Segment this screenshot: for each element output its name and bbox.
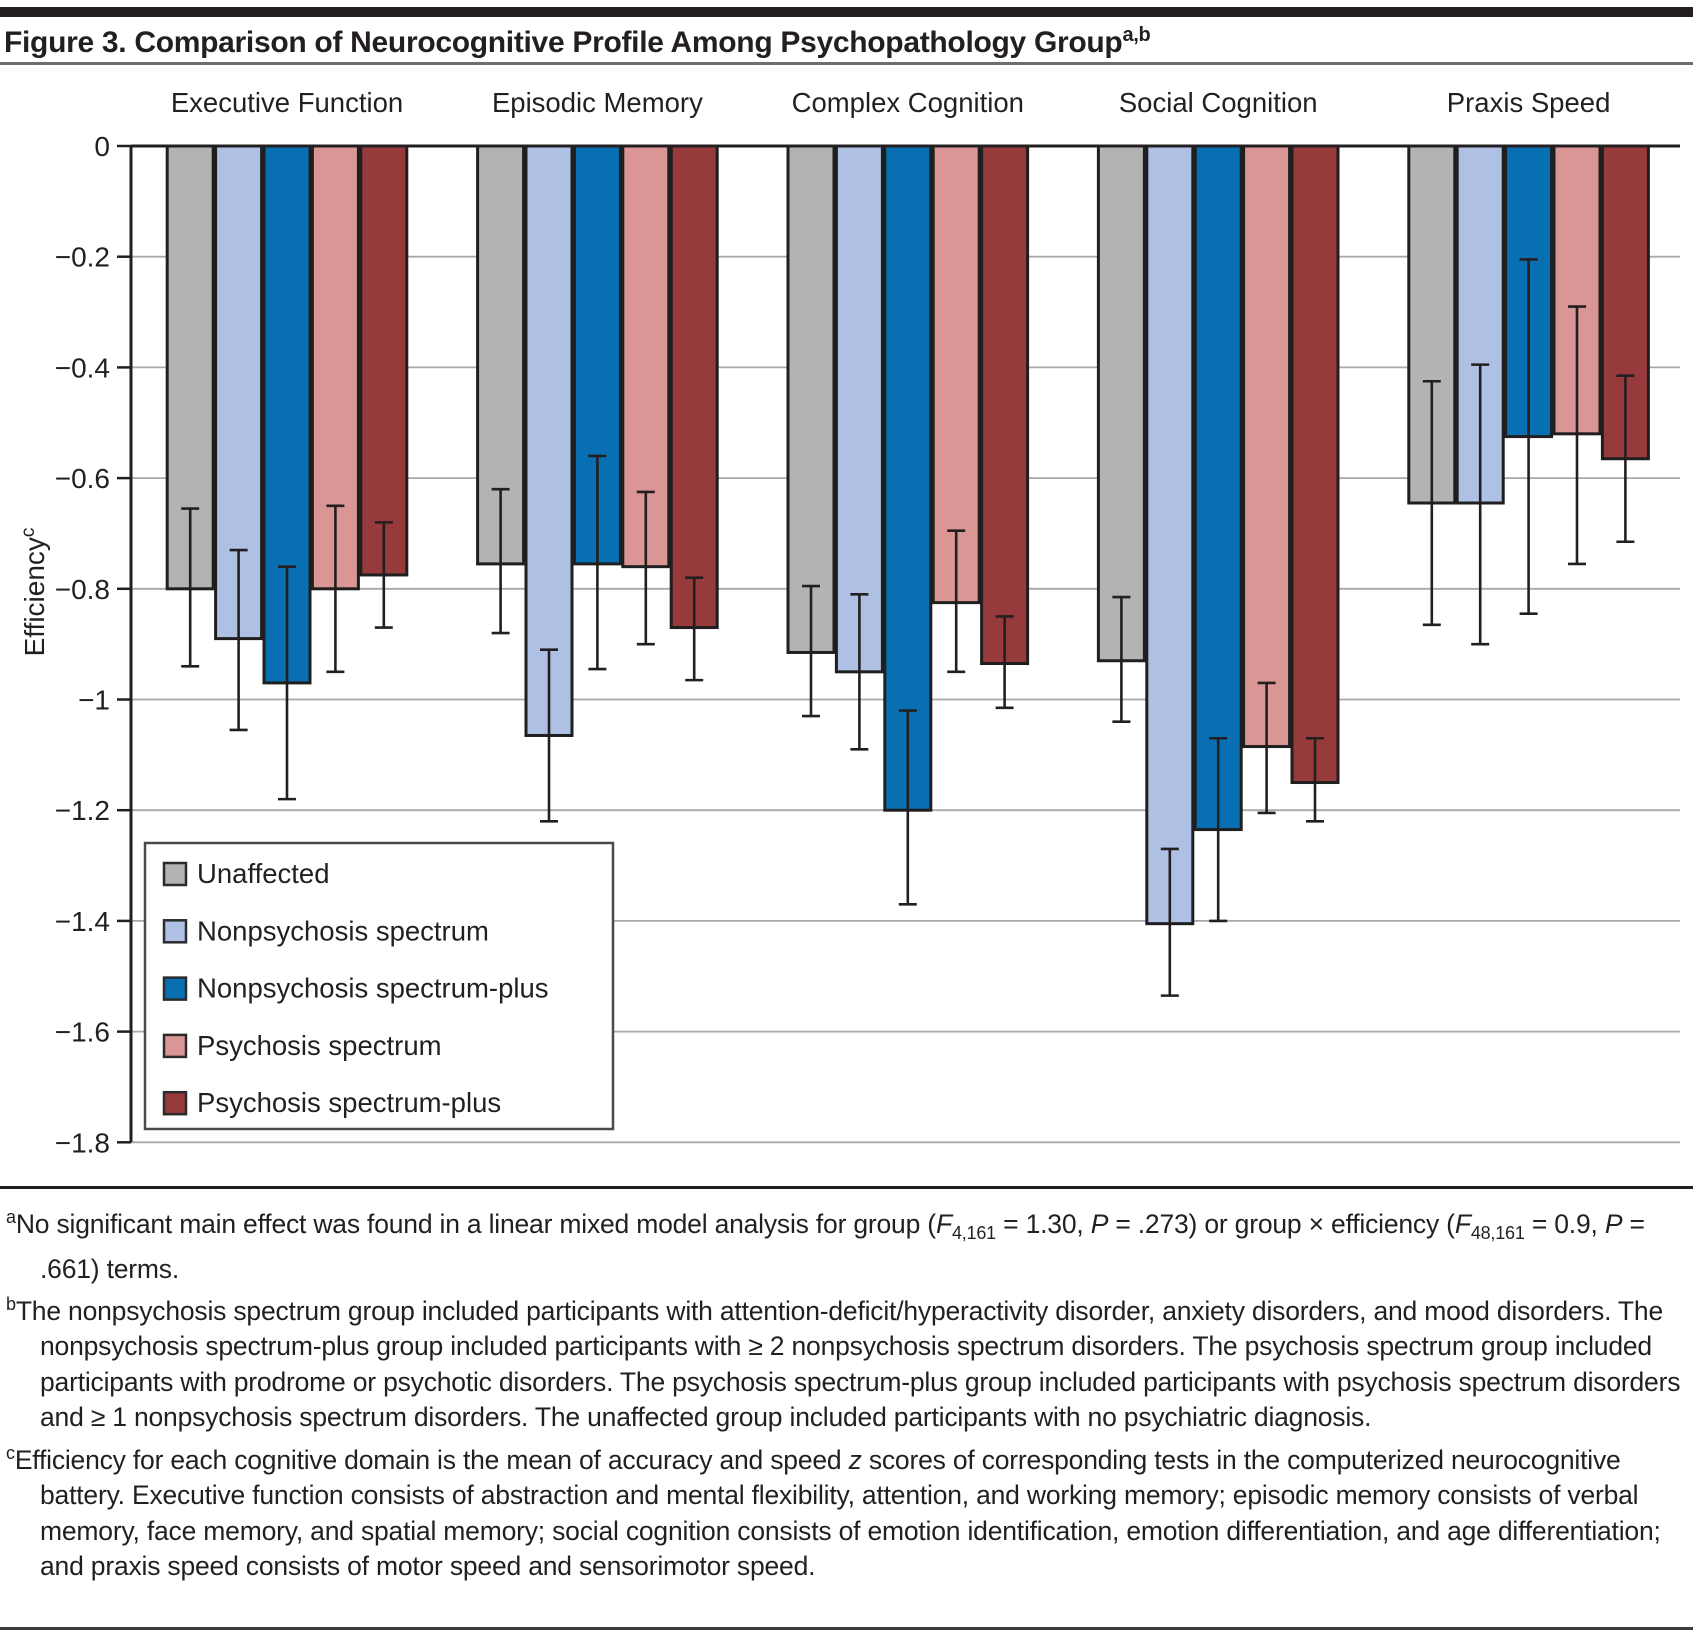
footnote-text: scores of corresponding tests in the com…: [40, 1444, 1661, 1582]
footnote-text: = 1.30,: [995, 1208, 1091, 1239]
legend-box: [143, 841, 615, 1131]
legend-swatch: [162, 1090, 188, 1116]
bar: [931, 144, 981, 605]
bar: [1290, 144, 1340, 785]
footnote-text: z: [848, 1444, 862, 1475]
bar: [524, 144, 574, 737]
footnote-text: P: [1090, 1208, 1109, 1239]
bar: [980, 144, 1030, 666]
bar: [786, 144, 836, 654]
footnote-separator-rule: [0, 1186, 1693, 1189]
category-label: Social Cognition: [1119, 87, 1318, 118]
bar: [1242, 144, 1292, 749]
bar: [1145, 144, 1195, 926]
footnote-text: Efficiency for each cognitive domain is …: [14, 1444, 849, 1475]
footnote-text: 4,161: [951, 1223, 996, 1244]
category-label: Executive Function: [171, 87, 403, 118]
footnote-marker: a: [6, 1207, 16, 1227]
figure-title: Figure 3. Comparison of Neurocognitive P…: [4, 24, 1689, 60]
footnote-text: = 0.9,: [1524, 1208, 1605, 1239]
y-tick-label: −1.8: [55, 1127, 110, 1158]
footnote-text: P: [1604, 1208, 1623, 1239]
y-tick-label: −0.2: [55, 242, 110, 273]
legend-swatch: [162, 861, 188, 887]
y-tick-label: −1.2: [55, 795, 110, 826]
category-label: Praxis Speed: [1447, 87, 1611, 118]
footnote-text: F: [935, 1208, 952, 1239]
y-tick-label: 0: [94, 131, 110, 162]
figure-title-superscript: a,b: [1122, 24, 1151, 46]
legend-swatch: [162, 919, 188, 944]
legend-label: Nonpsychosis spectrum: [197, 915, 489, 946]
title-rule: [0, 62, 1693, 65]
y-tick-label: −1: [78, 685, 110, 716]
y-tick-label: −1.4: [55, 906, 110, 937]
footnote-text: = .273) or group × efficiency (: [1108, 1208, 1455, 1239]
y-tick-label: −0.6: [55, 463, 110, 494]
footnote-marker: b: [6, 1294, 16, 1315]
footnote-marker: c: [6, 1442, 15, 1463]
footnote-text: The nonpsychosis spectrum group included…: [15, 1295, 1681, 1433]
legend-label: Psychosis spectrum: [197, 1030, 442, 1061]
figure-title-text: Figure 3. Comparison of Neurocognitive P…: [4, 26, 1123, 59]
category-label: Episodic Memory: [492, 87, 703, 118]
category-label: Complex Cognition: [792, 87, 1024, 118]
footnote-text: 48,161: [1470, 1223, 1525, 1244]
bar: [359, 144, 409, 577]
bar-chart: 0 −0.2 −0.4 −0.6 −0.8 −1 −1.2 −1.4 −1.6 −1.8 Execu…: [18, 87, 1680, 1158]
bottom-rule: [0, 1627, 1693, 1630]
legend-swatch: [162, 1033, 188, 1059]
y-tick-label: −1.6: [55, 1017, 110, 1048]
legend-swatch: [162, 976, 188, 1001]
bar: [1096, 144, 1146, 663]
footnote-text: = .661) terms.: [40, 1208, 1645, 1284]
footnotes: aNo significant main effect was found in…: [6, 1200, 1687, 1585]
y-tick-label: −0.8: [55, 574, 110, 605]
y-tick-label: −0.4: [55, 352, 110, 383]
bar: [669, 144, 719, 630]
legend-label: Psychosis spectrum-plus: [197, 1087, 501, 1118]
y-axis-label: Efficiencyc: [18, 528, 50, 657]
bar: [834, 144, 884, 674]
bar: [1193, 144, 1243, 832]
footnote-a: aNo significant main effect was found in…: [6, 1200, 1687, 1287]
top-rule: [0, 7, 1693, 17]
legend-label: Nonpsychosis spectrum-plus: [197, 973, 549, 1004]
footnote-text: F: [1454, 1208, 1471, 1239]
footnote-b: bThe nonpsychosis spectrum group include…: [6, 1287, 1687, 1436]
legend-label: Unaffected: [197, 858, 330, 889]
footnote-text: No significant main effect was found in …: [15, 1208, 936, 1239]
footnote-c: cEfficiency for each cognitive domain is…: [6, 1436, 1687, 1585]
